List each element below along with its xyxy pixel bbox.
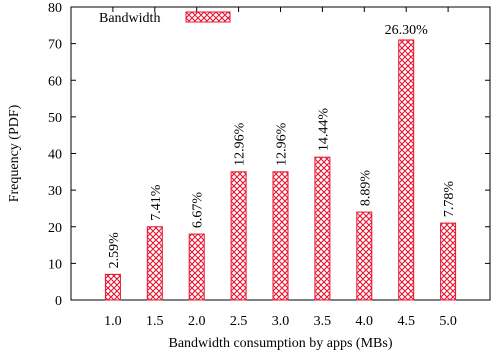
x-tick-label: 3.0 [272,314,290,329]
bar-4.5 [398,39,415,301]
bar-series [104,39,457,301]
x-tick-label: 1.5 [146,314,164,329]
data-labels: 2.59% 7.41% 6.67% 12.96% 12.96% 14.44% 8.89% 26… [107,23,457,268]
bar-2.0 [188,233,205,301]
data-label: 12.96% [275,122,290,166]
data-label: 14.44% [316,108,331,152]
y-tick-label: 40 [48,148,62,163]
legend-label: Bandwidth [99,11,160,26]
data-label: 7.41% [149,184,164,221]
x-tick-label: 1.0 [104,314,122,329]
x-tick-label: 2.5 [230,314,248,329]
y-axis-title: Frequency (PDF) [7,104,22,202]
bar-3.5 [314,156,331,301]
y-tick-label: 50 [48,111,62,126]
data-label: 12.96% [233,122,248,166]
x-tick-label: 5.0 [439,314,457,329]
data-label: 2.59% [107,232,122,269]
y-tick-label: 70 [48,38,62,53]
y-tick-label: 60 [48,74,62,89]
x-axis-title: Bandwidth consumption by apps (MBs) [169,336,393,351]
x-tick-label: 4.5 [397,314,415,329]
y-tick-label: 10 [48,257,62,272]
x-axis: 1.0 1.5 2.0 2.5 3.0 3.5 4.0 4.5 5.0 [104,7,457,329]
y-tick-label: 0 [55,294,62,309]
data-label: 6.67% [191,192,206,229]
bar-5.0 [440,222,457,301]
y-tick-label: 20 [48,221,62,236]
bar-3.0 [272,171,289,301]
bar-1.5 [146,226,163,301]
x-tick-label: 3.5 [314,314,332,329]
y-tick-label: 30 [48,184,62,199]
data-label: 26.30% [385,23,429,38]
bar-2.5 [230,171,247,301]
x-tick-label: 2.0 [188,314,206,329]
legend: Bandwidth [99,11,231,26]
bar-1.0 [104,273,121,301]
bar-4.0 [356,211,373,301]
data-label: 7.78% [442,181,457,218]
y-tick-label: 80 [48,1,62,16]
data-label: 8.89% [358,170,373,207]
x-tick-label: 4.0 [356,314,374,329]
y-axis: 0 10 20 30 40 50 60 70 80 [48,1,490,309]
legend-swatch [185,11,231,23]
